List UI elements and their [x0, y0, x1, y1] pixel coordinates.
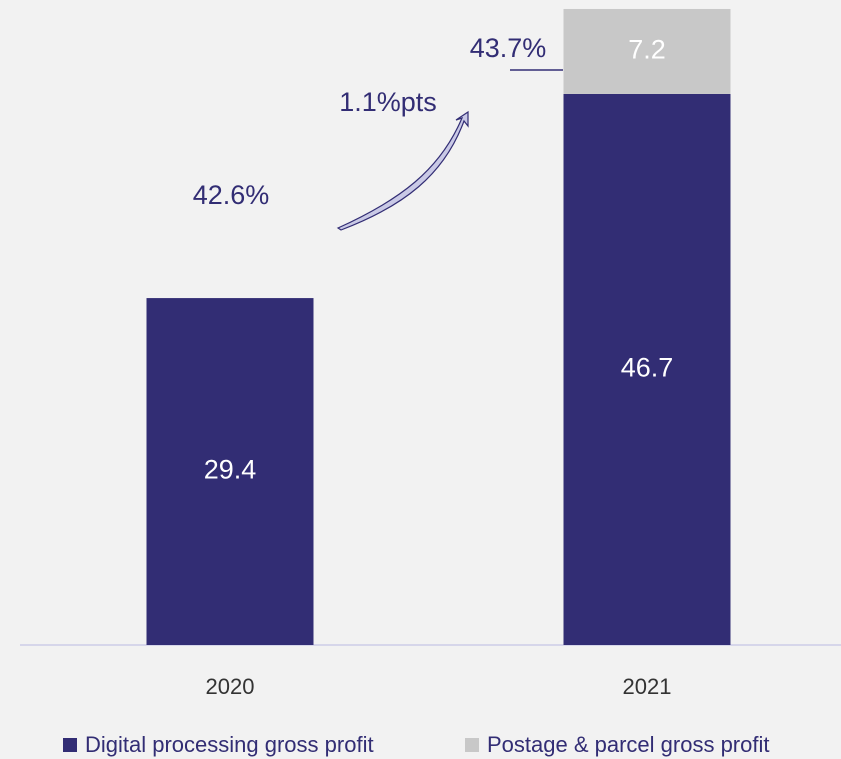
- data-label: 7.2: [628, 35, 666, 65]
- arrow: [336, 110, 469, 231]
- annotation: 43.7%: [470, 33, 547, 63]
- data-label: 29.4: [204, 455, 257, 485]
- bar-segment: [146, 298, 314, 645]
- legend-label: Postage & parcel gross profit: [487, 732, 769, 757]
- data-label: 46.7: [621, 353, 674, 383]
- x-tick-label: 2020: [206, 674, 255, 699]
- annotation: 42.6%: [193, 180, 270, 210]
- bar-segment: [563, 8, 731, 94]
- annotation: 1.1%pts: [339, 87, 437, 117]
- legend-swatch: [465, 738, 479, 752]
- legend-label: Digital processing gross profit: [85, 732, 374, 757]
- legend-swatch: [63, 738, 77, 752]
- bar-segment: [563, 93, 731, 645]
- x-tick-label: 2021: [623, 674, 672, 699]
